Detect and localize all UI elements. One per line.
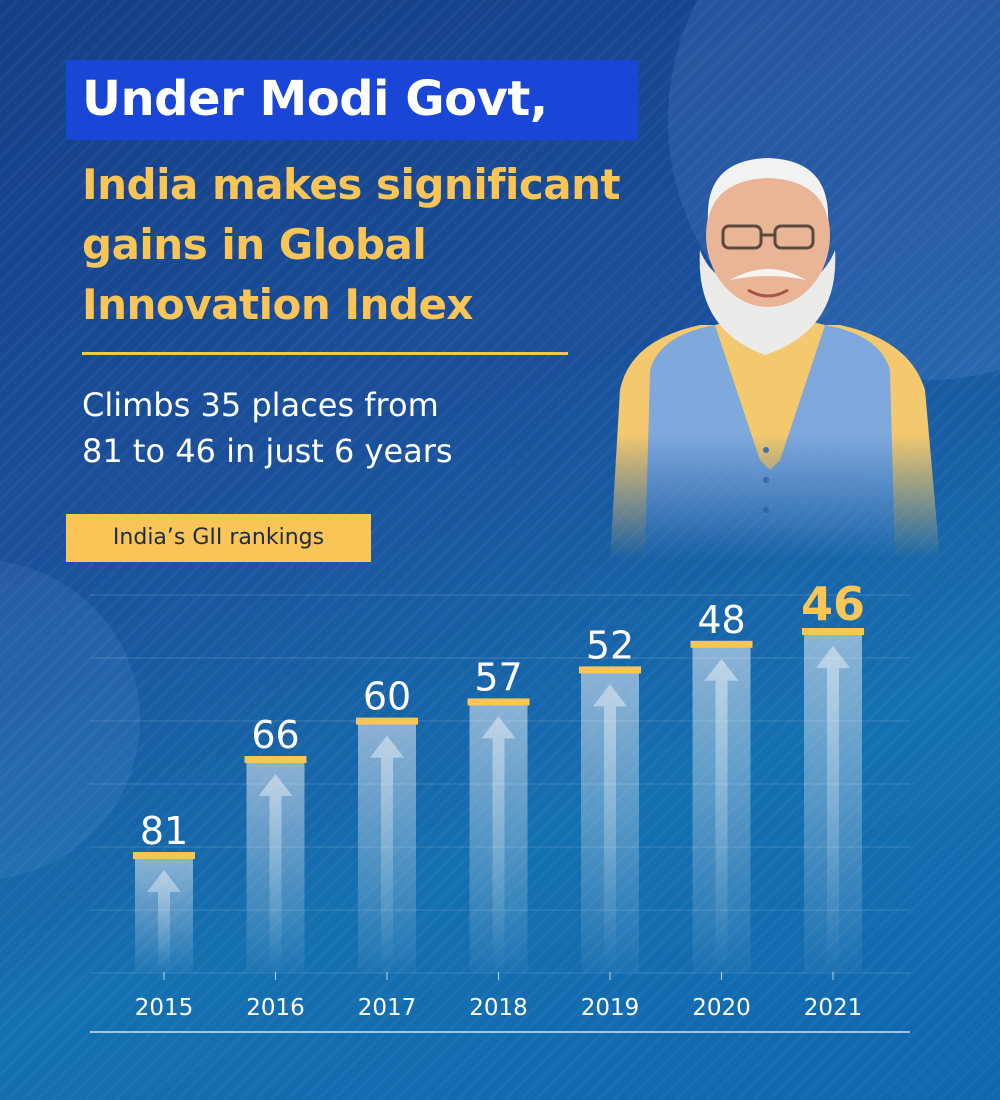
bar-cap-2019 (579, 666, 641, 674)
bar-cap-2017 (356, 717, 418, 725)
value-label-2018: 57 (474, 655, 522, 699)
bar-cap-2020 (690, 640, 753, 648)
bar-cap-2018 (467, 698, 530, 706)
portrait-illustration (610, 158, 940, 560)
x-tick-label-2021: 2021 (804, 995, 863, 1021)
bar-arrow-2020 (704, 658, 739, 972)
x-tick-label-2017: 2017 (358, 995, 417, 1021)
headline-line-4: Innovation Index (82, 280, 474, 329)
value-label-2017: 60 (363, 675, 411, 719)
headline-divider (82, 352, 568, 355)
headline-line-2: India makes significant (82, 160, 621, 209)
headline-line-1: Under Modi Govt, (82, 71, 548, 127)
subheadline-line-1: Climbs 35 places from (82, 386, 439, 424)
x-tick-label-2016: 2016 (246, 995, 305, 1021)
x-tick-label-2019: 2019 (581, 995, 640, 1021)
bar-arrow-2019 (593, 684, 627, 972)
value-label-2019: 52 (586, 623, 634, 667)
headline-line-3: gains in Global (82, 220, 427, 269)
x-tick-label-2018: 2018 (469, 995, 528, 1021)
bar-arrow-2015 (147, 870, 181, 972)
subheadline-line-2: 81 to 46 in just 6 years (82, 432, 453, 470)
bar-arrow-2021 (816, 646, 850, 972)
bar-arrow-2018 (481, 716, 516, 972)
bar-cap-2015 (133, 852, 195, 859)
title-highlight-band (66, 60, 638, 140)
value-label-2016: 66 (251, 713, 299, 757)
value-label-2020: 48 (697, 598, 745, 642)
x-tick-label-2020: 2020 (692, 995, 751, 1021)
bar-cap-2016 (244, 756, 307, 763)
bar-arrow-2016 (258, 774, 293, 972)
chart-title-tag: India’s GII rankings (66, 514, 371, 562)
bar-cap-2021 (802, 628, 864, 635)
value-label-2015: 81 (140, 809, 188, 853)
bar-arrow-2017 (370, 735, 404, 972)
value-label-2021: 46 (801, 577, 865, 631)
x-tick-label-2015: 2015 (135, 995, 194, 1021)
